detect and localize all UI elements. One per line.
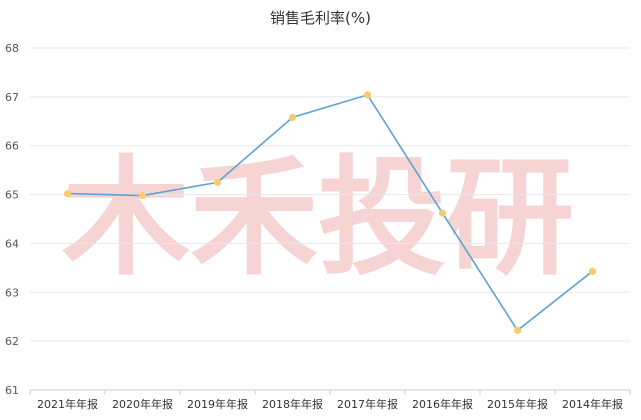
x-tick-label: 2019年年报 — [187, 397, 248, 411]
y-tick-label: 67 — [5, 91, 19, 104]
x-tick-label: 2016年年报 — [412, 397, 473, 411]
data-point[interactable] — [138, 191, 147, 200]
series-line — [67, 93, 593, 332]
y-axis-ticks: 61 62 63 64 65 66 67 68 — [5, 42, 19, 397]
data-point[interactable] — [513, 326, 522, 334]
data-point[interactable] — [288, 113, 297, 121]
x-axis: 2021年年报 2020年年报 2019年年报 2018年年报 2017年年报 2016年… — [29, 389, 631, 411]
grid-lines — [30, 47, 630, 342]
data-point[interactable] — [213, 178, 222, 186]
x-tick-label: 2021年年报 — [37, 397, 98, 411]
x-tick-label: 2014年年报 — [562, 397, 623, 411]
y-tick-label: 66 — [5, 140, 19, 153]
data-point[interactable] — [438, 209, 447, 217]
y-tick-label: 63 — [5, 286, 19, 299]
data-point[interactable] — [588, 267, 597, 275]
x-tick-label: 2017年年报 — [337, 397, 398, 411]
data-point[interactable] — [363, 91, 372, 99]
x-tick-label: 2020年年报 — [112, 397, 173, 411]
chart-title: 销售毛利率(%) — [270, 9, 371, 27]
y-tick-label: 65 — [5, 189, 19, 202]
x-tick-label: 2015年年报 — [487, 397, 548, 411]
x-tick-label: 2018年年报 — [262, 397, 323, 411]
y-tick-label: 62 — [5, 335, 19, 348]
y-tick-label: 61 — [5, 384, 19, 397]
watermark-text: 木禾投研 — [62, 144, 574, 293]
series-line-path — [67, 93, 593, 332]
data-point[interactable] — [63, 189, 72, 198]
y-tick-label: 64 — [5, 237, 19, 250]
y-tick-label: 68 — [5, 42, 19, 55]
data-markers — [63, 91, 597, 334]
